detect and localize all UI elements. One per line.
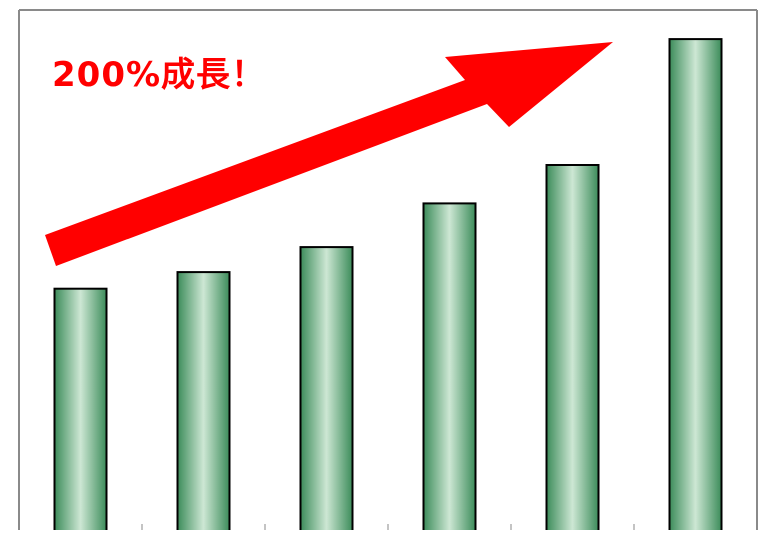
- bar-3: [299, 246, 354, 534]
- trend-arrow: [45, 42, 613, 266]
- trend-arrow-layer: [45, 42, 613, 266]
- bar-2: [176, 271, 231, 534]
- bar-4: [422, 202, 477, 534]
- bar-1: [53, 287, 108, 534]
- bar-5: [545, 164, 600, 534]
- x-axis-ticks: [18, 524, 758, 530]
- bar-series: [53, 38, 723, 534]
- bar-6: [668, 38, 723, 534]
- growth-headline: 200%成長！: [52, 55, 267, 95]
